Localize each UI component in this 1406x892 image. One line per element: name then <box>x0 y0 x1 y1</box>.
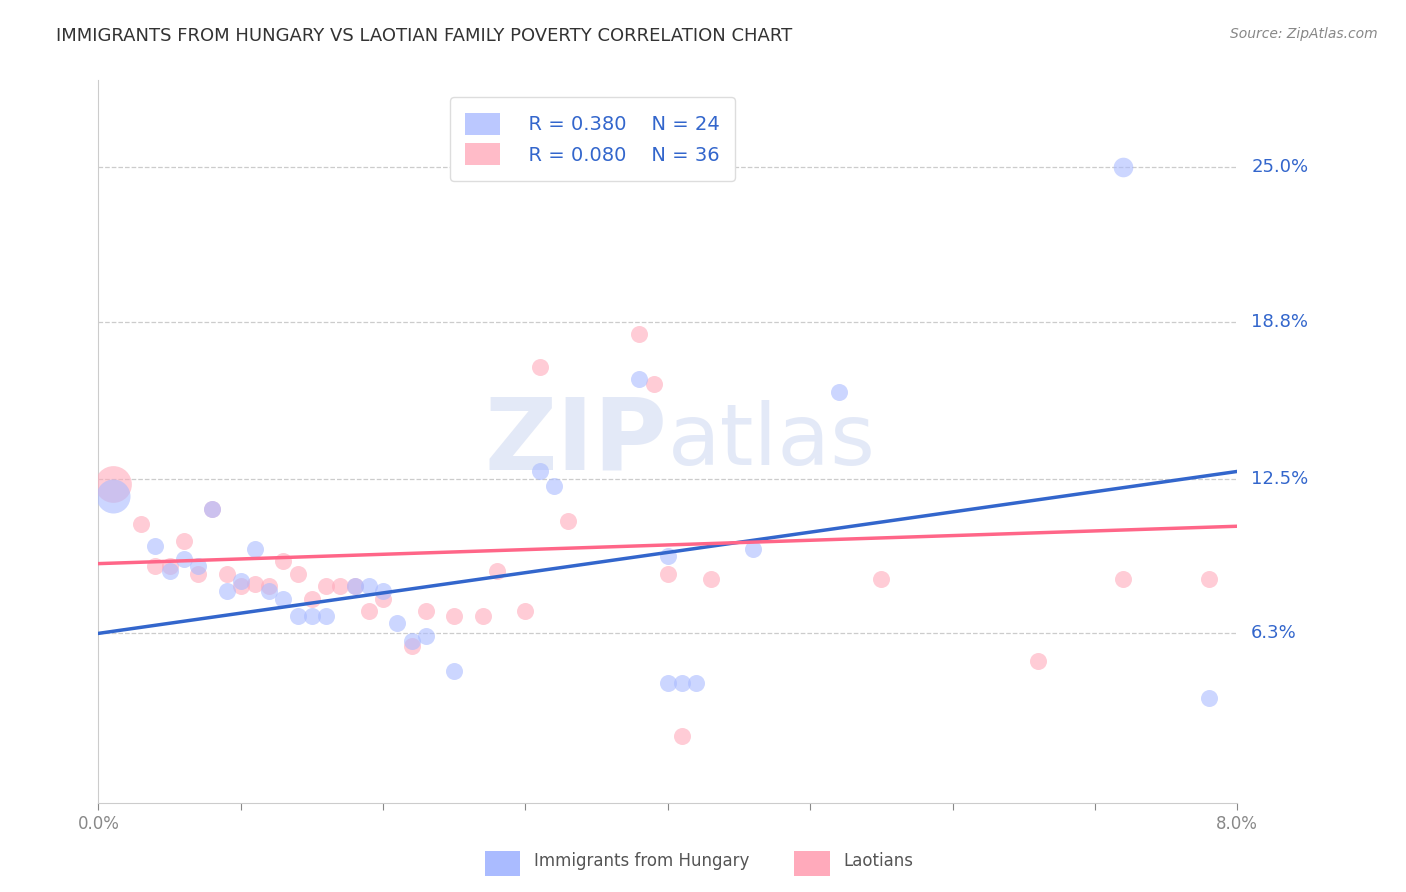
Legend:   R = 0.380    N = 24,   R = 0.080    N = 36: R = 0.380 N = 24, R = 0.080 N = 36 <box>450 97 735 181</box>
Point <box>543 479 565 493</box>
Point <box>259 579 281 593</box>
Point <box>215 584 238 599</box>
Point <box>371 584 394 599</box>
Point <box>101 489 124 503</box>
Point <box>685 676 707 690</box>
Point <box>1112 572 1135 586</box>
Point <box>343 579 366 593</box>
Point <box>486 564 509 578</box>
Point <box>159 559 181 574</box>
Point <box>515 604 537 618</box>
Text: 6.3%: 6.3% <box>1251 624 1296 642</box>
Point <box>1026 654 1049 668</box>
Point <box>243 541 266 556</box>
Text: ZIP: ZIP <box>485 393 668 490</box>
Point <box>187 559 209 574</box>
Point <box>159 564 181 578</box>
Point <box>415 604 437 618</box>
Text: 25.0%: 25.0% <box>1251 159 1309 177</box>
Point <box>287 566 309 581</box>
Point <box>443 664 465 678</box>
Point <box>1198 572 1220 586</box>
Point <box>557 514 579 528</box>
Text: IMMIGRANTS FROM HUNGARY VS LAOTIAN FAMILY POVERTY CORRELATION CHART: IMMIGRANTS FROM HUNGARY VS LAOTIAN FAMIL… <box>56 27 793 45</box>
Point <box>273 591 295 606</box>
Point <box>315 579 337 593</box>
Point <box>387 616 409 631</box>
Point <box>187 566 209 581</box>
Point <box>1112 161 1135 175</box>
Point <box>101 476 124 491</box>
Point <box>301 591 323 606</box>
Point <box>201 501 224 516</box>
Point <box>243 576 266 591</box>
Point <box>401 633 423 648</box>
Point <box>628 327 651 342</box>
Point <box>742 541 765 556</box>
Point <box>287 609 309 624</box>
Point <box>529 359 551 374</box>
Point <box>215 566 238 581</box>
Point <box>201 501 224 516</box>
Point <box>699 572 721 586</box>
Point <box>828 384 851 399</box>
Point <box>145 559 167 574</box>
Point <box>671 729 693 743</box>
Point <box>529 465 551 479</box>
Point <box>443 609 465 624</box>
Point <box>173 551 195 566</box>
Point <box>315 609 337 624</box>
Point <box>671 676 693 690</box>
Point <box>643 377 665 392</box>
Point <box>301 609 323 624</box>
Point <box>657 676 679 690</box>
Point <box>173 534 195 549</box>
Text: 12.5%: 12.5% <box>1251 470 1309 488</box>
Text: Immigrants from Hungary: Immigrants from Hungary <box>534 852 749 870</box>
Point <box>129 516 152 531</box>
Point <box>870 572 893 586</box>
Text: Source: ZipAtlas.com: Source: ZipAtlas.com <box>1230 27 1378 41</box>
Point <box>657 549 679 563</box>
Point <box>229 574 252 588</box>
Point <box>657 566 679 581</box>
Point <box>259 584 281 599</box>
Text: atlas: atlas <box>668 400 876 483</box>
Point <box>628 372 651 386</box>
Point <box>145 539 167 553</box>
Point <box>401 639 423 653</box>
Point <box>371 591 394 606</box>
Point <box>329 579 352 593</box>
Point <box>357 604 380 618</box>
Text: 18.8%: 18.8% <box>1251 313 1308 331</box>
Point <box>343 579 366 593</box>
Point <box>229 579 252 593</box>
Point <box>471 609 494 624</box>
Point <box>1198 691 1220 706</box>
Point <box>357 579 380 593</box>
Point <box>415 629 437 643</box>
Point <box>273 554 295 568</box>
Text: Laotians: Laotians <box>844 852 914 870</box>
